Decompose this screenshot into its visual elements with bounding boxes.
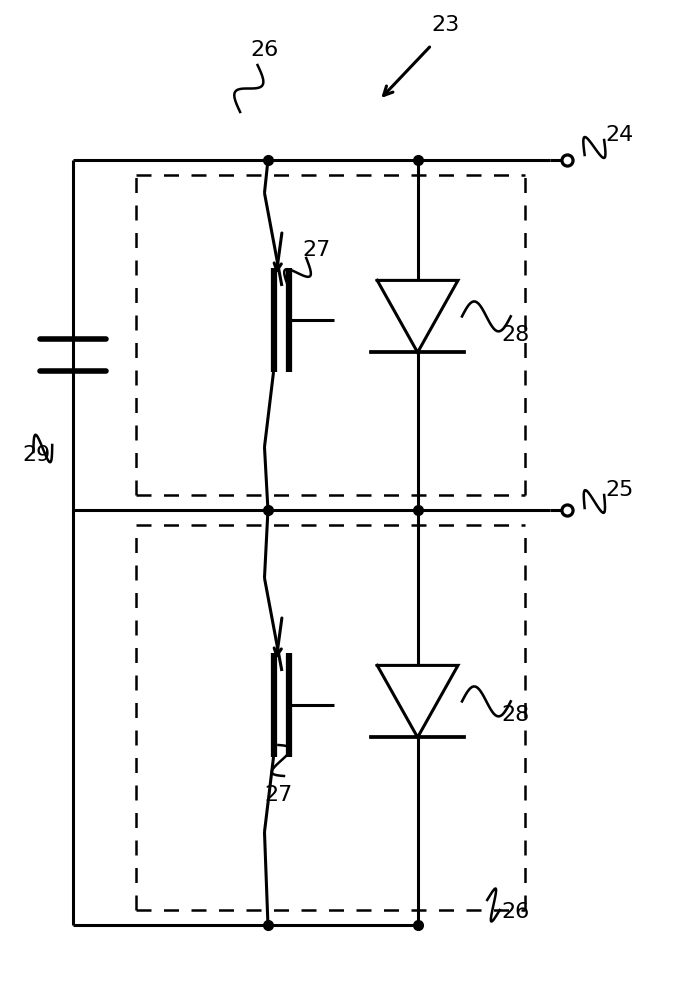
Text: 23: 23 xyxy=(432,15,459,35)
Text: 28: 28 xyxy=(501,325,530,345)
Text: 29: 29 xyxy=(22,445,51,465)
Text: 27: 27 xyxy=(303,240,331,260)
Text: 26: 26 xyxy=(251,40,278,60)
Text: 27: 27 xyxy=(264,785,292,805)
Text: 24: 24 xyxy=(606,125,634,145)
Text: 26: 26 xyxy=(501,902,530,922)
Text: 28: 28 xyxy=(501,705,530,725)
Text: 25: 25 xyxy=(606,480,634,500)
